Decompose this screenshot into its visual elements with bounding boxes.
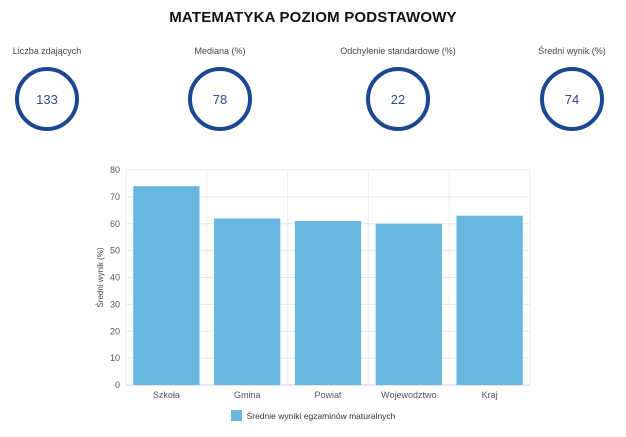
page-title: MATEMATYKA POZIOM PODSTAWOWY: [169, 9, 457, 26]
bar-2: [214, 218, 281, 385]
x-tick-label: Gmina: [234, 390, 261, 400]
bar-3: [294, 221, 362, 385]
y-tick-label: 40: [110, 273, 120, 283]
y-tick-label: 60: [110, 219, 120, 229]
stat-count-value: 133: [15, 67, 79, 131]
legend-swatch: [230, 410, 242, 421]
y-tick-label: 30: [110, 299, 120, 309]
x-tick-label: Wojewodztwo: [381, 390, 436, 400]
stat-median: Mediana (%) 78: [155, 44, 285, 131]
stat-stddev-label: Odchylenie standardowe (%): [340, 46, 456, 56]
x-tick-label: Szkoła: [153, 390, 180, 400]
bar-chart: 0 10 20 30 40 50 60 70 80 Szkoła Gmina Powiat Wojewo…: [96, 165, 531, 400]
y-axis-title: Średni wynik (%): [96, 247, 105, 307]
stat-count-label: Liczba zdających: [12, 46, 82, 56]
x-tick-label: Powiat: [314, 390, 342, 400]
stat-count: Liczba zdających 133: [0, 44, 112, 131]
y-tick-label: 20: [110, 326, 120, 336]
y-tick-label: 50: [110, 246, 120, 256]
legend-label: Średnie wyniki egzaminów maturalnych: [246, 410, 396, 421]
stat-median-label: Mediana (%): [194, 46, 246, 56]
x-tick-label: Kraj: [482, 390, 498, 400]
stat-mean-label: Średni wynik (%): [538, 46, 606, 56]
chart-legend: Średnie wyniki egzaminów maturalnych: [0, 410, 626, 421]
y-tick-label: 80: [110, 165, 120, 175]
y-tick-label: 70: [110, 192, 120, 202]
bar-4: [375, 223, 442, 385]
stat-stddev-value: 22: [366, 67, 430, 131]
y-tick-label: 0: [115, 380, 120, 390]
bar-1: [133, 186, 200, 385]
stat-mean-value: 74: [540, 67, 604, 131]
stat-stddev: Odchylenie standardowe (%) 22: [333, 44, 463, 131]
stat-mean: Średni wynik (%) 74: [507, 44, 626, 131]
bar-5: [456, 215, 523, 385]
stat-median-value: 78: [188, 67, 252, 131]
y-tick-label: 10: [110, 353, 120, 363]
